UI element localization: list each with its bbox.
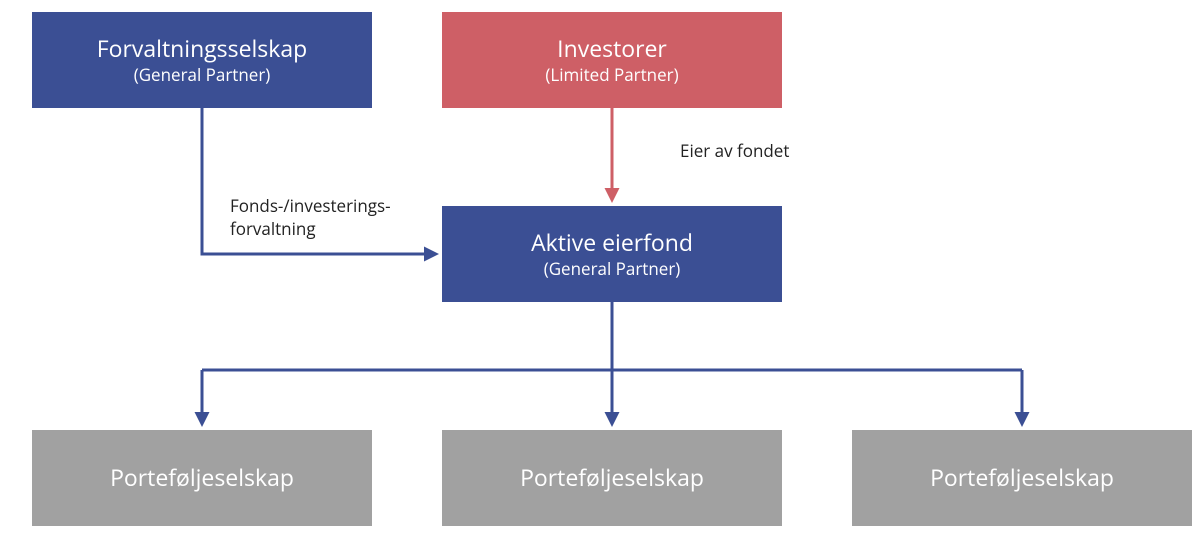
node-pc2: Porteføljeselskap: [442, 430, 782, 526]
node-pc2-title: Porteføljeselskap: [520, 464, 704, 492]
node-lp: Investorer (Limited Partner): [442, 12, 782, 108]
node-lp-title: Investorer: [557, 35, 667, 63]
edge-label-forvaltning-l1: Fonds-/investerings-: [230, 195, 391, 216]
node-pc1-title: Porteføljeselskap: [110, 464, 294, 492]
node-pc3: Porteføljeselskap: [852, 430, 1192, 526]
node-gp: Forvaltningsselskap (General Partner): [32, 12, 372, 108]
node-gp-subtitle: (General Partner): [134, 65, 271, 85]
node-pc1: Porteføljeselskap: [32, 430, 372, 526]
node-pc3-title: Porteføljeselskap: [930, 464, 1114, 492]
edge-label-forvaltning-l2: forvaltning: [230, 218, 316, 239]
node-fund-title: Aktive eierfond: [531, 229, 693, 257]
node-fund-subtitle: (General Partner): [544, 259, 681, 279]
node-lp-subtitle: (Limited Partner): [545, 65, 678, 85]
edge-label-eier: Eier av fondet: [680, 140, 789, 161]
node-gp-title: Forvaltningsselskap: [97, 35, 307, 63]
node-fund: Aktive eierfond (General Partner): [442, 206, 782, 302]
